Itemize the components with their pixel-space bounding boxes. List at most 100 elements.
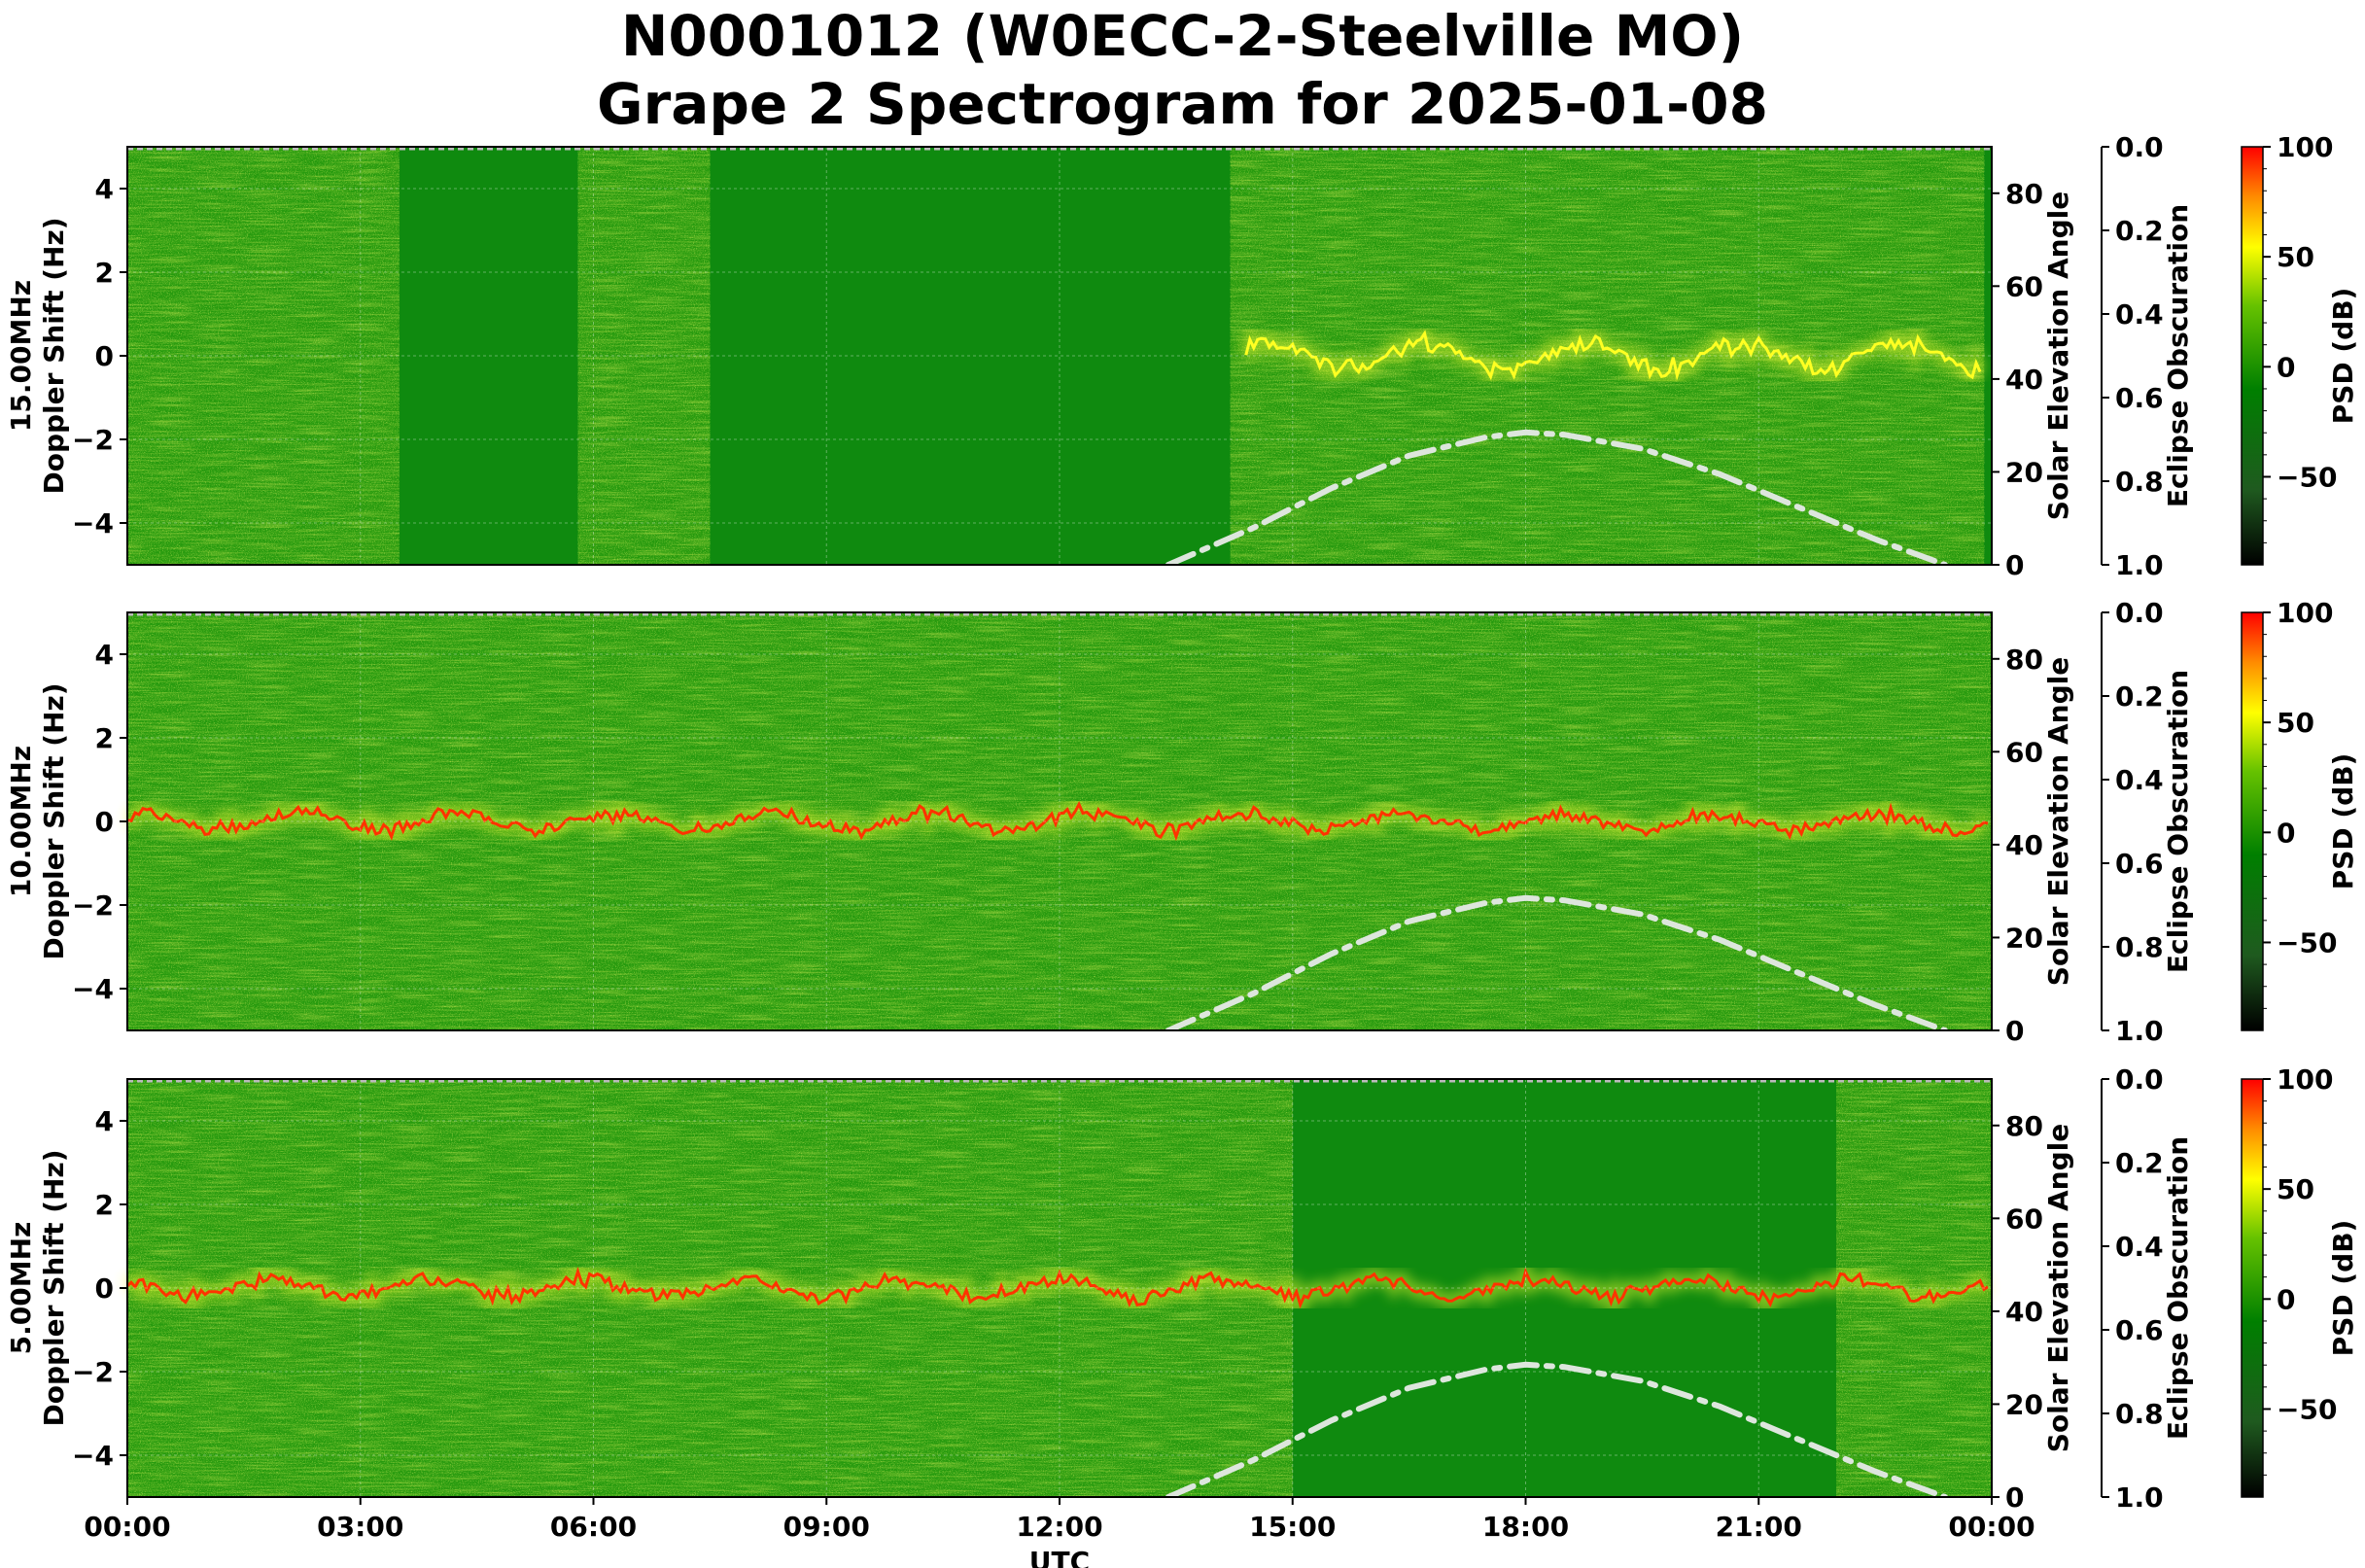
solar-tick-label: 40 — [2005, 1296, 2043, 1328]
y-tick-label: 2 — [95, 257, 114, 289]
y-tick-label: −4 — [72, 1440, 114, 1472]
y-tick-label: 2 — [95, 722, 114, 754]
colorbar-tick-label: 0 — [2277, 351, 2295, 383]
solar-tick-label: 80 — [2005, 178, 2043, 210]
solar-tick-label: 20 — [2005, 922, 2043, 954]
eclipse-tick-label: 0.6 — [2115, 1314, 2164, 1346]
colorbar-label: PSD (dB) — [2327, 288, 2359, 425]
x-axis-label: UTC — [1029, 1546, 1090, 1568]
colorbar — [2241, 1078, 2264, 1498]
solar-tick-label: 60 — [2005, 736, 2043, 768]
y-tick-label: 0 — [95, 1272, 114, 1305]
solar-elevation-curve — [1165, 894, 1948, 1030]
activity-streaks — [577, 147, 711, 565]
y-tick-label: 0 — [95, 340, 114, 372]
colorbar-tick-label: 50 — [2277, 1173, 2314, 1205]
colorbar — [2241, 611, 2264, 1031]
doppler-axis-label: Doppler Shift (Hz) — [38, 217, 70, 494]
frequency-label: 5.00MHz — [5, 1222, 37, 1355]
axes-layer: 00:00 03:00 06:00 09:00 12:00 15:00 18:00 21:00… — [84, 1497, 2035, 1568]
x-tick-label: 09:00 — [783, 1511, 870, 1543]
eclipse-tick-label: 0.4 — [2115, 298, 2164, 331]
x-tick-label: 00:00 — [1948, 1511, 2035, 1543]
x-tick-label: 12:00 — [1016, 1511, 1102, 1543]
eclipse-tick-label: 1.0 — [2115, 549, 2164, 581]
eclipse-axis-label: Eclipse Obscuration — [2162, 1136, 2194, 1440]
activity-streaks — [127, 147, 400, 565]
eclipse-tick-label: 0.8 — [2115, 1398, 2164, 1430]
solar-tick-label: 80 — [2005, 644, 2043, 676]
solar-tick-label: 80 — [2005, 1110, 2043, 1142]
solar-tick-label: 0 — [2005, 549, 2024, 581]
solar-axis-label: Solar Elevation Angle — [2042, 657, 2074, 986]
eclipse-tick-label: 0.6 — [2115, 848, 2164, 880]
eclipse-tick-label: 0.4 — [2115, 1231, 2164, 1263]
eclipse-tick-label: 1.0 — [2115, 1015, 2164, 1047]
eclipse-tick-label: 0.8 — [2115, 466, 2164, 498]
solar-elevation-curve — [1165, 1361, 1948, 1497]
y-tick-label: 0 — [95, 806, 114, 838]
title-line-2: Grape 2 Spectrogram for 2025-01-08 — [597, 71, 1768, 137]
colorbar-tick-label: 50 — [2277, 241, 2314, 273]
solar-elevation-curve — [1165, 429, 1948, 565]
colorbar-tick-label: 100 — [2277, 1063, 2333, 1096]
eclipse-axis-label: Eclipse Obscuration — [2162, 670, 2194, 973]
x-tick-label: 06:00 — [550, 1511, 637, 1543]
eclipse-tick-label: 0.2 — [2115, 215, 2164, 247]
y-tick-label: −4 — [72, 507, 114, 540]
x-tick-label: 21:00 — [1716, 1511, 1802, 1543]
y-tick-label: −2 — [72, 424, 114, 456]
colorbar-tick-label: 0 — [2277, 817, 2295, 849]
frequency-label: 10.00MHz — [5, 746, 37, 897]
carrier-trace — [126, 1267, 1989, 1309]
doppler-axis-label: Doppler Shift (Hz) — [38, 682, 70, 959]
x-tick-label: 18:00 — [1482, 1511, 1569, 1543]
solar-tick-label: 0 — [2005, 1015, 2024, 1047]
eclipse-tick-label: 0.2 — [2115, 680, 2164, 713]
solar-tick-label: 40 — [2005, 829, 2043, 861]
y-tick-label: 4 — [95, 1105, 114, 1137]
solar-tick-label: 20 — [2005, 456, 2043, 488]
colorbar — [2241, 146, 2264, 566]
colorbar-tick-label: −50 — [2277, 461, 2337, 493]
eclipse-tick-label: 0.6 — [2115, 382, 2164, 414]
panels-layer: 420−2−415.00MHz Doppler Shift (Hz)8060402… — [5, 131, 2359, 1514]
colorbar-label: PSD (dB) — [2327, 753, 2359, 890]
y-tick-label: −2 — [72, 1356, 114, 1388]
eclipse-axis-label: Eclipse Obscuration — [2162, 204, 2194, 507]
y-tick-label: −4 — [72, 973, 114, 1005]
solar-tick-label: 60 — [2005, 1202, 2043, 1235]
y-tick-label: 4 — [95, 173, 114, 205]
eclipse-tick-label: 0.8 — [2115, 931, 2164, 963]
colorbar-tick-label: 50 — [2277, 707, 2314, 739]
solar-tick-label: 0 — [2005, 1481, 2024, 1514]
solar-axis-label: Solar Elevation Angle — [2042, 192, 2074, 520]
eclipse-tick-label: 0.2 — [2115, 1147, 2164, 1179]
solar-tick-label: 40 — [2005, 364, 2043, 396]
solar-tick-label: 60 — [2005, 270, 2043, 302]
carrier-trace — [1244, 330, 1982, 381]
x-tick-label: 15:00 — [1249, 1511, 1336, 1543]
eclipse-tick-label: 0.0 — [2115, 131, 2164, 163]
y-tick-label: −2 — [72, 889, 114, 922]
frequency-label: 15.00MHz — [5, 280, 37, 432]
colorbar-tick-label: 100 — [2277, 131, 2333, 163]
colorbar-tick-label: −50 — [2277, 926, 2337, 958]
doppler-axis-label: Doppler Shift (Hz) — [38, 1149, 70, 1426]
eclipse-tick-label: 1.0 — [2115, 1481, 2164, 1514]
x-tick-label: 03:00 — [317, 1511, 403, 1543]
colorbar-label: PSD (dB) — [2327, 1220, 2359, 1357]
colorbar-tick-label: −50 — [2277, 1393, 2337, 1425]
y-tick-label: 2 — [95, 1189, 114, 1221]
solar-tick-label: 20 — [2005, 1388, 2043, 1420]
eclipse-tick-label: 0.4 — [2115, 764, 2164, 796]
colorbar-tick-label: 0 — [2277, 1283, 2295, 1315]
figure-title: N0001012 (W0ECC-2-Steelville MO) Grape 2… — [0, 0, 2365, 138]
title-line-1: N0001012 (W0ECC-2-Steelville MO) — [620, 3, 1745, 69]
eclipse-tick-label: 0.0 — [2115, 1063, 2164, 1096]
x-tick-label: 00:00 — [84, 1511, 170, 1543]
panel-3: 420−2−45.00MHz Doppler Shift (Hz)80604020… — [5, 1063, 2359, 1514]
panel-2: 420−2−410.00MHz Doppler Shift (Hz)8060402… — [5, 597, 2359, 1047]
panel-1: 420−2−415.00MHz Doppler Shift (Hz)8060402… — [5, 131, 2359, 581]
